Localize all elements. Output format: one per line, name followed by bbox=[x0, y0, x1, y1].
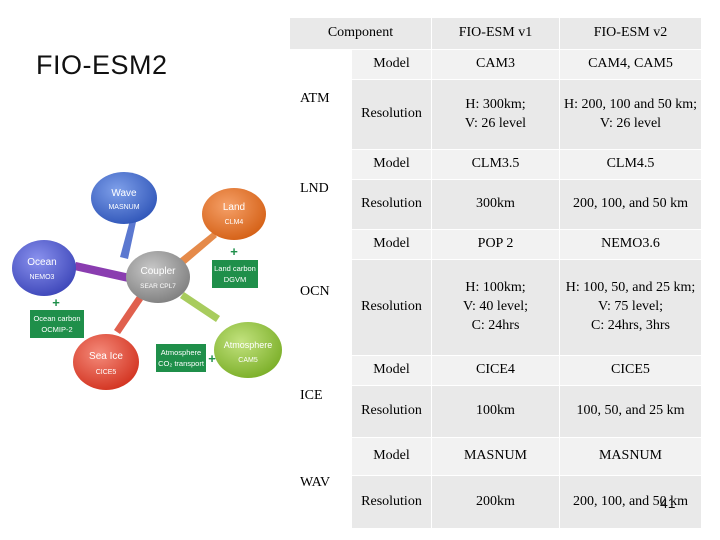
ocn-model-v2: NEMO3.6 bbox=[560, 230, 702, 260]
arrow-ocean-icon bbox=[74, 262, 130, 282]
component-comparison-table: Component FIO-ESM v1 FIO-ESM v2 ATM Mode… bbox=[290, 18, 702, 529]
header-v1: FIO-ESM v1 bbox=[432, 18, 560, 50]
header-component: Component bbox=[290, 18, 432, 50]
ocn-resolution-v1: H: 100km; V: 40 level; C: 24hrs bbox=[432, 260, 560, 356]
table-row: OCN Model POP 2 NEMO3.6 bbox=[290, 230, 702, 356]
wav-model-v1: MASNUM bbox=[432, 438, 560, 476]
row-label-model: Model bbox=[352, 438, 432, 476]
arrow-seaice-icon bbox=[114, 296, 143, 334]
category-ocn: OCN bbox=[290, 230, 352, 356]
ice-model-v1: CICE4 bbox=[432, 356, 560, 386]
atm-model-v1: CAM3 bbox=[432, 50, 560, 80]
ice-resolution-v2: 100, 50, and 25 km bbox=[560, 386, 702, 438]
lnd-resolution-v2: 200, 100, and 50 km bbox=[560, 180, 702, 230]
wave-label: Wave bbox=[111, 188, 137, 199]
table-row: Resolution 100km 100, 50, and 25 km bbox=[290, 386, 702, 438]
ocean-component-node: Ocean NEMO3 bbox=[12, 240, 76, 296]
atm-co2-model-label: CO₂ transport bbox=[158, 359, 205, 368]
wave-component-node: Wave MASNUM bbox=[91, 172, 157, 224]
land-carbon-label: Land carbon bbox=[214, 264, 256, 273]
atmosphere-model-label: CAM5 bbox=[238, 357, 258, 364]
row-label-model: Model bbox=[352, 230, 432, 260]
wav-model-v2: MASNUM bbox=[560, 438, 702, 476]
row-label-model: Model bbox=[352, 50, 432, 80]
coupling-arrows bbox=[74, 220, 220, 334]
arrow-atmosphere-icon bbox=[180, 292, 220, 322]
table-header-row: Component FIO-ESM v1 FIO-ESM v2 bbox=[290, 18, 702, 50]
atm-co2-label: Atmosphere bbox=[161, 348, 201, 357]
land-carbon-box: + Land carbon DGVM bbox=[212, 244, 258, 288]
category-wav: WAV bbox=[290, 438, 352, 529]
ocn-resolution-v2: H: 100, 50, and 25 km; V: 75 level; C: 24h… bbox=[560, 260, 702, 356]
seaice-component-node: Sea Ice CICE5 bbox=[73, 334, 139, 390]
arrow-land-icon bbox=[178, 232, 217, 266]
wav-resolution-v2: 200, 100, and 50 km bbox=[560, 476, 702, 529]
table-row: Resolution H: 100km; V: 40 level; C: 24hrs… bbox=[290, 260, 702, 356]
row-label-resolution: Resolution bbox=[352, 180, 432, 230]
ocean-carbon-model-label: OCMIP-2 bbox=[41, 325, 72, 334]
atm-resolution-v2: H: 200, 100 and 50 km; V: 26 level bbox=[560, 80, 702, 150]
ocn-model-v1: POP 2 bbox=[432, 230, 560, 260]
table-row: WAV Model MASNUM MASNUM bbox=[290, 438, 702, 529]
seaice-model-label: CICE5 bbox=[96, 369, 117, 376]
ocean-label: Ocean bbox=[27, 257, 56, 268]
plus-icon: + bbox=[52, 295, 60, 310]
row-label-resolution: Resolution bbox=[352, 386, 432, 438]
model-coupling-diagram: Wave MASNUM Land CLM4 + Land carbon DGVM… bbox=[8, 162, 284, 398]
category-ice: ICE bbox=[290, 356, 352, 438]
lnd-model-v2: CLM4.5 bbox=[560, 150, 702, 180]
lnd-resolution-v1: 300km bbox=[432, 180, 560, 230]
row-label-model: Model bbox=[352, 356, 432, 386]
land-component-node: Land CLM4 bbox=[202, 188, 266, 240]
lnd-model-v1: CLM3.5 bbox=[432, 150, 560, 180]
table-row: LND Model CLM3.5 CLM4.5 bbox=[290, 150, 702, 230]
wav-resolution-v1: 200km bbox=[432, 476, 560, 529]
coupler-node: Coupler SEAR CPL7 bbox=[126, 251, 190, 303]
category-lnd: LND bbox=[290, 150, 352, 230]
coupler-label: Coupler bbox=[140, 266, 176, 277]
atmosphere-component-node: Atmosphere CAM5 bbox=[214, 322, 282, 378]
atm-model-v2: CAM4, CAM5 bbox=[560, 50, 702, 80]
land-carbon-model-label: DGVM bbox=[224, 275, 247, 284]
ice-model-v2: CICE5 bbox=[560, 356, 702, 386]
land-label: Land bbox=[223, 202, 245, 213]
ice-resolution-v1: 100km bbox=[432, 386, 560, 438]
plus-icon: + bbox=[208, 351, 216, 366]
wave-model-label: MASNUM bbox=[108, 204, 139, 211]
row-label-resolution: Resolution bbox=[352, 476, 432, 529]
atm-resolution-v1: H: 300km; V: 26 level bbox=[432, 80, 560, 150]
arrow-wave-icon bbox=[120, 220, 136, 259]
ocean-carbon-label: Ocean carbon bbox=[33, 314, 80, 323]
table-row: ICE Model CICE4 CICE5 bbox=[290, 356, 702, 438]
table-row: Resolution 300km 200, 100, and 50 km bbox=[290, 180, 702, 230]
seaice-label: Sea Ice bbox=[89, 351, 123, 362]
plus-icon: + bbox=[230, 244, 238, 259]
page-number: 41 bbox=[660, 495, 676, 511]
land-model-label: CLM4 bbox=[225, 219, 244, 226]
category-atm: ATM bbox=[290, 50, 352, 150]
table-row: Resolution H: 300km; V: 26 level H: 200, … bbox=[290, 80, 702, 150]
table-row: ATM Model CAM3 CAM4, CAM5 bbox=[290, 50, 702, 150]
row-label-resolution: Resolution bbox=[352, 260, 432, 356]
coupler-model-label: SEAR CPL7 bbox=[140, 283, 176, 290]
row-label-model: Model bbox=[352, 150, 432, 180]
row-label-resolution: Resolution bbox=[352, 80, 432, 150]
ocean-carbon-box: + Ocean carbon OCMIP-2 bbox=[30, 295, 84, 338]
atmosphere-label: Atmosphere bbox=[224, 340, 273, 350]
ocean-model-label: NEMO3 bbox=[30, 274, 55, 281]
header-v2: FIO-ESM v2 bbox=[560, 18, 702, 50]
slide-title: FIO-ESM2 bbox=[36, 50, 168, 80]
table-row: Resolution 200km 200, 100, and 50 km bbox=[290, 476, 702, 529]
atmosphere-co2-box: Atmosphere CO₂ transport + bbox=[156, 344, 216, 372]
